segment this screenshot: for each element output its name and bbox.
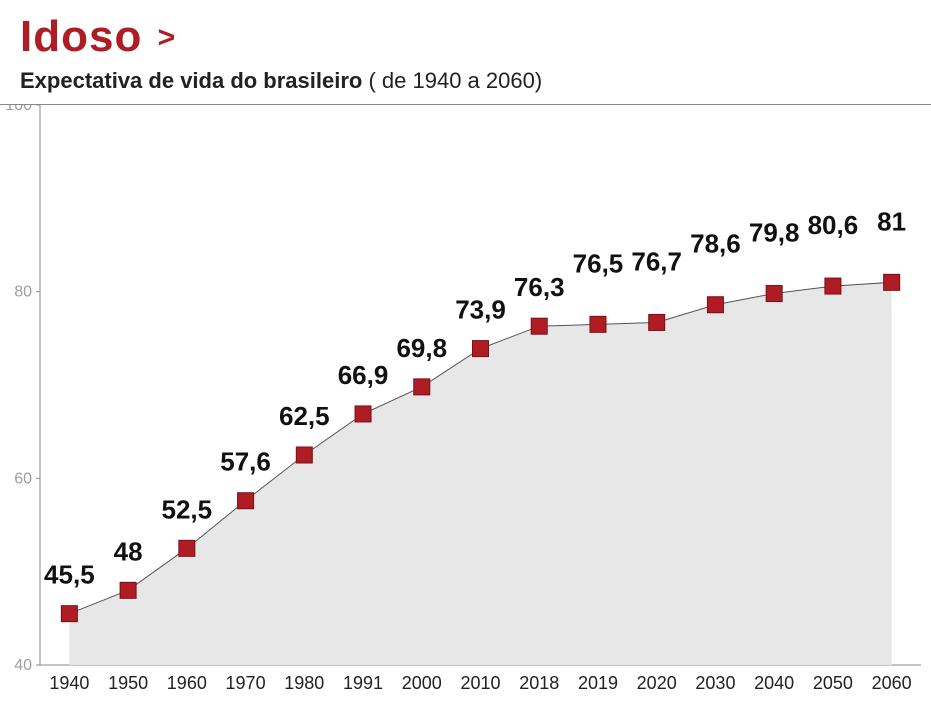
data-marker bbox=[120, 582, 136, 598]
data-marker bbox=[649, 314, 665, 330]
value-label: 66,9 bbox=[338, 360, 389, 390]
data-marker bbox=[179, 540, 195, 556]
data-marker bbox=[590, 316, 606, 332]
chevron-right-icon: > bbox=[158, 21, 177, 54]
value-label: 76,7 bbox=[631, 246, 682, 276]
title-text: Idoso bbox=[20, 12, 142, 61]
value-label: 57,6 bbox=[220, 447, 271, 477]
data-marker bbox=[825, 278, 841, 294]
value-label: 78,6 bbox=[690, 229, 741, 259]
y-tick-label: 80 bbox=[14, 284, 32, 301]
data-marker bbox=[707, 297, 723, 313]
x-tick-label: 1960 bbox=[167, 673, 207, 693]
data-marker bbox=[414, 379, 430, 395]
y-tick-label: 60 bbox=[14, 470, 32, 487]
x-tick-label: 2010 bbox=[460, 673, 500, 693]
x-tick-label: 2018 bbox=[519, 673, 559, 693]
value-label: 48 bbox=[114, 536, 143, 566]
value-label: 69,8 bbox=[396, 333, 447, 363]
data-marker bbox=[766, 286, 782, 302]
life-expectancy-chart: 40 60 80 100 45,5 48 52,557,6 62,5 66,969,8 73,9 7… bbox=[0, 105, 931, 705]
x-tick-label: 2019 bbox=[578, 673, 618, 693]
value-label: 45,5 bbox=[44, 560, 95, 590]
y-tick-label: 100 bbox=[5, 105, 32, 114]
value-label: 73,9 bbox=[455, 295, 506, 325]
data-marker bbox=[296, 447, 312, 463]
data-marker bbox=[238, 493, 254, 509]
value-label: 76,5 bbox=[573, 248, 624, 278]
x-tick-label: 2000 bbox=[402, 673, 442, 693]
data-marker bbox=[473, 341, 489, 357]
data-marker bbox=[355, 406, 371, 422]
y-tick-label: 40 bbox=[14, 657, 32, 674]
x-tick-label: 2040 bbox=[754, 673, 794, 693]
value-label: 81 bbox=[877, 206, 906, 236]
value-label: 62,5 bbox=[279, 401, 330, 431]
x-tick-label: 1980 bbox=[284, 673, 324, 693]
x-tick-label: 1940 bbox=[49, 673, 89, 693]
value-label: 80,6 bbox=[808, 210, 859, 240]
data-marker bbox=[531, 318, 547, 334]
x-tick-label: 2050 bbox=[813, 673, 853, 693]
area-fill bbox=[69, 282, 891, 665]
value-label: 79,8 bbox=[749, 218, 800, 248]
data-marker bbox=[884, 274, 900, 290]
x-tick-label: 1970 bbox=[226, 673, 266, 693]
x-tick-label: 1950 bbox=[108, 673, 148, 693]
value-label: 76,3 bbox=[514, 272, 565, 302]
data-marker bbox=[61, 606, 77, 622]
header: Idoso > Expectativa de vida do brasileir… bbox=[0, 0, 931, 104]
x-tick-label: 2030 bbox=[695, 673, 735, 693]
subtitle-light: ( de 1940 a 2060) bbox=[362, 68, 542, 93]
subtitle: Expectativa de vida do brasileiro ( de 1… bbox=[20, 68, 911, 94]
page-title: Idoso > bbox=[20, 12, 911, 62]
x-tick-label: 2060 bbox=[872, 673, 912, 693]
chart-svg: 40 60 80 100 45,5 48 52,557,6 62,5 66,969,8 73,9 7… bbox=[0, 105, 931, 705]
x-tick-label: 2020 bbox=[637, 673, 677, 693]
x-tick-label: 1991 bbox=[343, 673, 383, 693]
value-label: 52,5 bbox=[162, 494, 213, 524]
subtitle-bold: Expectativa de vida do brasileiro bbox=[20, 68, 362, 93]
